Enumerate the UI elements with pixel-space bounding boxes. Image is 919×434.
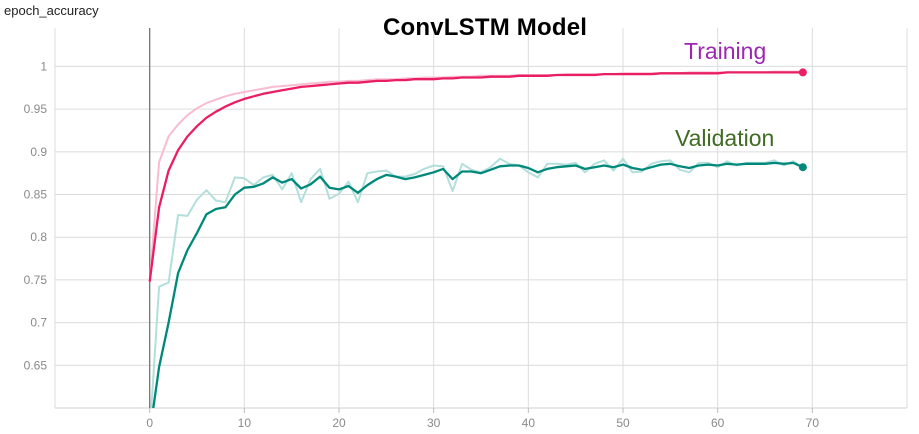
x-gridlines — [54, 28, 908, 408]
x-tick-label: 70 — [806, 416, 820, 430]
validation-raw-line — [150, 157, 804, 408]
validation-smoothed-line — [152, 161, 804, 408]
y-tick-label: 0.85 — [24, 188, 48, 202]
y-tick-label: 0.8 — [30, 230, 47, 244]
x-tick-label: 0 — [146, 416, 153, 430]
x-tick-label: 30 — [427, 416, 441, 430]
x-tick-label: 60 — [711, 416, 725, 430]
validation-end-point[interactable] — [798, 163, 807, 172]
y-tick-label: 0.7 — [30, 316, 47, 330]
x-tick-labels: 0 10 20 30 40 50 60 70 — [146, 408, 819, 430]
x-tick-label: 10 — [238, 416, 252, 430]
x-tick-label: 50 — [616, 416, 630, 430]
y-tick-label: 0.9 — [30, 145, 47, 159]
y-tick-label: 0.75 — [24, 273, 48, 287]
y-tick-label: 0.95 — [24, 102, 48, 116]
validation-annotation: Validation — [675, 125, 775, 151]
series-layer — [148, 68, 807, 408]
training-end-point[interactable] — [798, 68, 807, 77]
training-raw-line — [148, 70, 803, 282]
training-annotation: Training — [684, 38, 767, 64]
x-tick-label: 20 — [332, 416, 346, 430]
y-tick-label: 0.65 — [24, 358, 48, 372]
metric-label: epoch_accuracy — [4, 3, 99, 18]
chart-title: ConvLSTM Model — [383, 14, 588, 41]
training-smoothed-line — [148, 71, 803, 282]
x-tick-label: 40 — [522, 416, 536, 430]
y-tick-label: 1 — [40, 59, 47, 73]
y-gridlines — [55, 65, 907, 409]
y-tick-labels: 0.65 0.7 0.75 0.8 0.85 0.9 0.95 1 — [24, 59, 48, 372]
